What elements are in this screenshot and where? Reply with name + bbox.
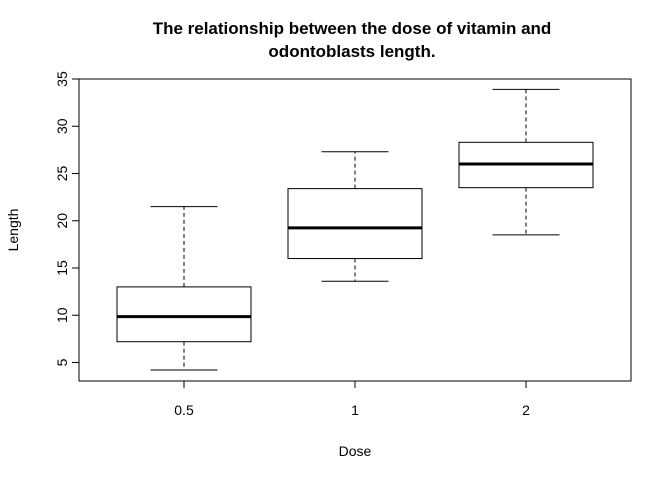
x-axis: 0.5 1 2 [174,380,530,418]
chart-title-line-1: The relationship between the dose of vit… [153,19,552,38]
box-group [116,88,594,371]
y-tick-label-25: 25 [54,166,70,182]
y-tick-label-15: 15 [54,260,70,276]
box-2 [458,88,594,236]
y-tick-label-30: 30 [54,118,70,134]
x-tick-label-2: 2 [522,402,530,418]
y-tick-label-5: 5 [54,358,70,366]
y-tick-label-35: 35 [54,71,70,87]
y-axis: 5 10 15 20 25 30 35 [54,71,80,366]
x-tick-label-1: 1 [351,402,359,418]
y-tick-label-10: 10 [54,307,70,323]
box-1 [287,151,423,282]
box-0 [116,206,252,371]
chart-title-line-2: odontoblasts length. [268,42,435,61]
y-tick-label-20: 20 [54,213,70,229]
x-axis-label: Dose [339,443,372,459]
iqr-box-1 [287,188,423,260]
y-axis-label: Length [5,209,21,252]
iqr-box-0 [116,286,252,343]
x-tick-label-0: 0.5 [174,402,194,418]
